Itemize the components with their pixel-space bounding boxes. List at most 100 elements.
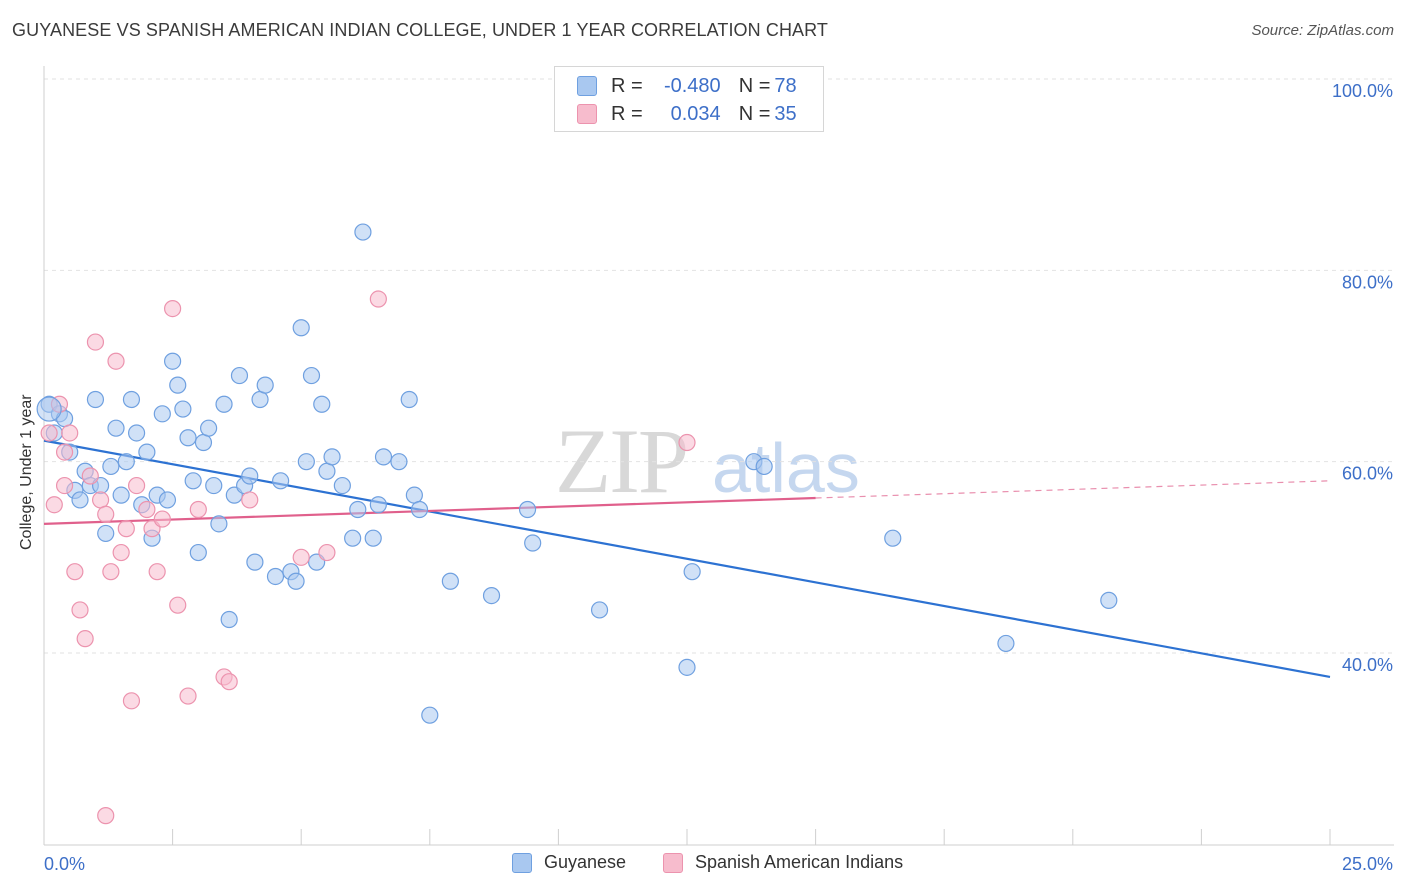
data-point	[112, 543, 130, 562]
data-point	[354, 223, 372, 241]
data-point	[349, 500, 367, 519]
data-point	[61, 424, 79, 442]
data-point	[138, 443, 156, 461]
data-point	[210, 515, 228, 533]
trend-lines	[43, 439, 1331, 678]
tick-labels: 40.0% 60.0% 80.0% 100.0% 0.0% 25.0%	[44, 81, 1393, 874]
data-point	[71, 491, 89, 509]
data-point	[678, 433, 696, 452]
data-point	[220, 610, 238, 629]
data-point	[71, 601, 89, 619]
bottom-legend: Guyanese Spanish American Indians	[0, 852, 1406, 878]
data-point	[158, 491, 177, 509]
bottom-legend-swatch-guyanese	[512, 852, 532, 873]
y-tick-label: 40.0%	[1342, 655, 1393, 675]
y-tick-label: 60.0%	[1342, 464, 1393, 484]
legend-n-label: N =	[738, 74, 771, 97]
data-point	[107, 419, 125, 437]
legend-row-spanish-american-indians: R = 0.034 N = 35	[577, 101, 797, 127]
data-point	[220, 673, 238, 691]
legend-r-label: R =	[611, 74, 643, 97]
data-point	[81, 467, 99, 485]
axes	[43, 66, 1394, 846]
data-point	[421, 706, 439, 724]
data-point	[405, 486, 423, 504]
data-point	[86, 333, 105, 351]
data-point	[174, 400, 192, 418]
legend-n-value: 35	[774, 102, 797, 125]
data-point	[55, 443, 74, 461]
data-point	[246, 553, 264, 571]
chart-title: GUYANESE VS SPANISH AMERICAN INDIAN COLL…	[12, 20, 829, 40]
data-point	[287, 572, 305, 590]
data-point	[138, 500, 156, 519]
data-point	[107, 352, 125, 370]
data-point	[66, 563, 84, 581]
data-point	[400, 390, 418, 409]
legend: R = -0.480 N = 78 R = 0.034 N = 35	[554, 66, 824, 132]
grid-lines	[44, 78, 1394, 654]
legend-n-value: 78	[774, 74, 797, 97]
data-point	[45, 496, 63, 514]
data-point	[1100, 591, 1118, 609]
data-point	[369, 496, 387, 514]
data-point	[112, 486, 130, 504]
data-point	[179, 429, 197, 447]
data-point	[91, 491, 110, 509]
data-point	[997, 634, 1015, 653]
data-point	[302, 366, 321, 385]
data-point	[102, 457, 120, 476]
data-point	[36, 396, 62, 422]
data-point	[169, 376, 187, 394]
bottom-legend-swatch-spanish-american-indians	[663, 852, 683, 873]
data-point	[127, 476, 146, 495]
data-point	[97, 524, 115, 543]
data-point	[884, 529, 902, 547]
data-point	[590, 601, 609, 619]
bottom-legend-label-spanish-american-indians: Spanish American Indians	[695, 852, 904, 872]
data-point	[313, 395, 331, 413]
bottom-legend-spanish-american-indians: Spanish American Indians	[663, 852, 903, 873]
data-point	[153, 510, 171, 528]
data-point	[241, 491, 259, 509]
trend-line	[43, 439, 1331, 678]
trend-line	[43, 496, 816, 525]
data-point	[323, 448, 341, 466]
data-point	[194, 433, 213, 452]
data-point	[390, 453, 408, 471]
data-point	[256, 376, 274, 394]
y-tick-label: 80.0%	[1342, 272, 1393, 292]
legend-n-label: N =	[738, 102, 771, 125]
y-axis-label: College, Under 1 year	[18, 394, 35, 550]
legend-r-value: -0.480	[663, 74, 721, 97]
data-point	[122, 390, 141, 409]
trend-line-extension	[815, 480, 1331, 499]
data-point	[55, 476, 74, 495]
legend-r-label: R =	[611, 102, 643, 125]
data-point	[179, 687, 197, 705]
x-tick-label: 0.0%	[44, 854, 85, 874]
data-point	[241, 467, 259, 485]
data-point	[297, 453, 315, 471]
data-point	[189, 543, 207, 562]
watermark-zip: ZIP	[555, 410, 687, 512]
data-point	[169, 596, 187, 614]
data-point	[117, 453, 135, 471]
data-point	[189, 500, 207, 519]
data-point	[344, 529, 362, 547]
data-point	[97, 807, 115, 825]
data-point	[230, 366, 249, 385]
data-points	[36, 223, 1118, 825]
data-point	[122, 692, 141, 710]
data-point	[364, 529, 382, 547]
data-point	[518, 500, 537, 519]
legend-swatch-spanish-american-indians	[577, 104, 597, 124]
data-point	[272, 472, 290, 490]
data-point	[184, 472, 202, 490]
data-point	[292, 548, 310, 566]
data-point	[292, 319, 310, 337]
data-point	[410, 500, 429, 519]
data-point	[200, 419, 218, 437]
data-point	[374, 448, 393, 466]
data-point	[153, 405, 171, 423]
